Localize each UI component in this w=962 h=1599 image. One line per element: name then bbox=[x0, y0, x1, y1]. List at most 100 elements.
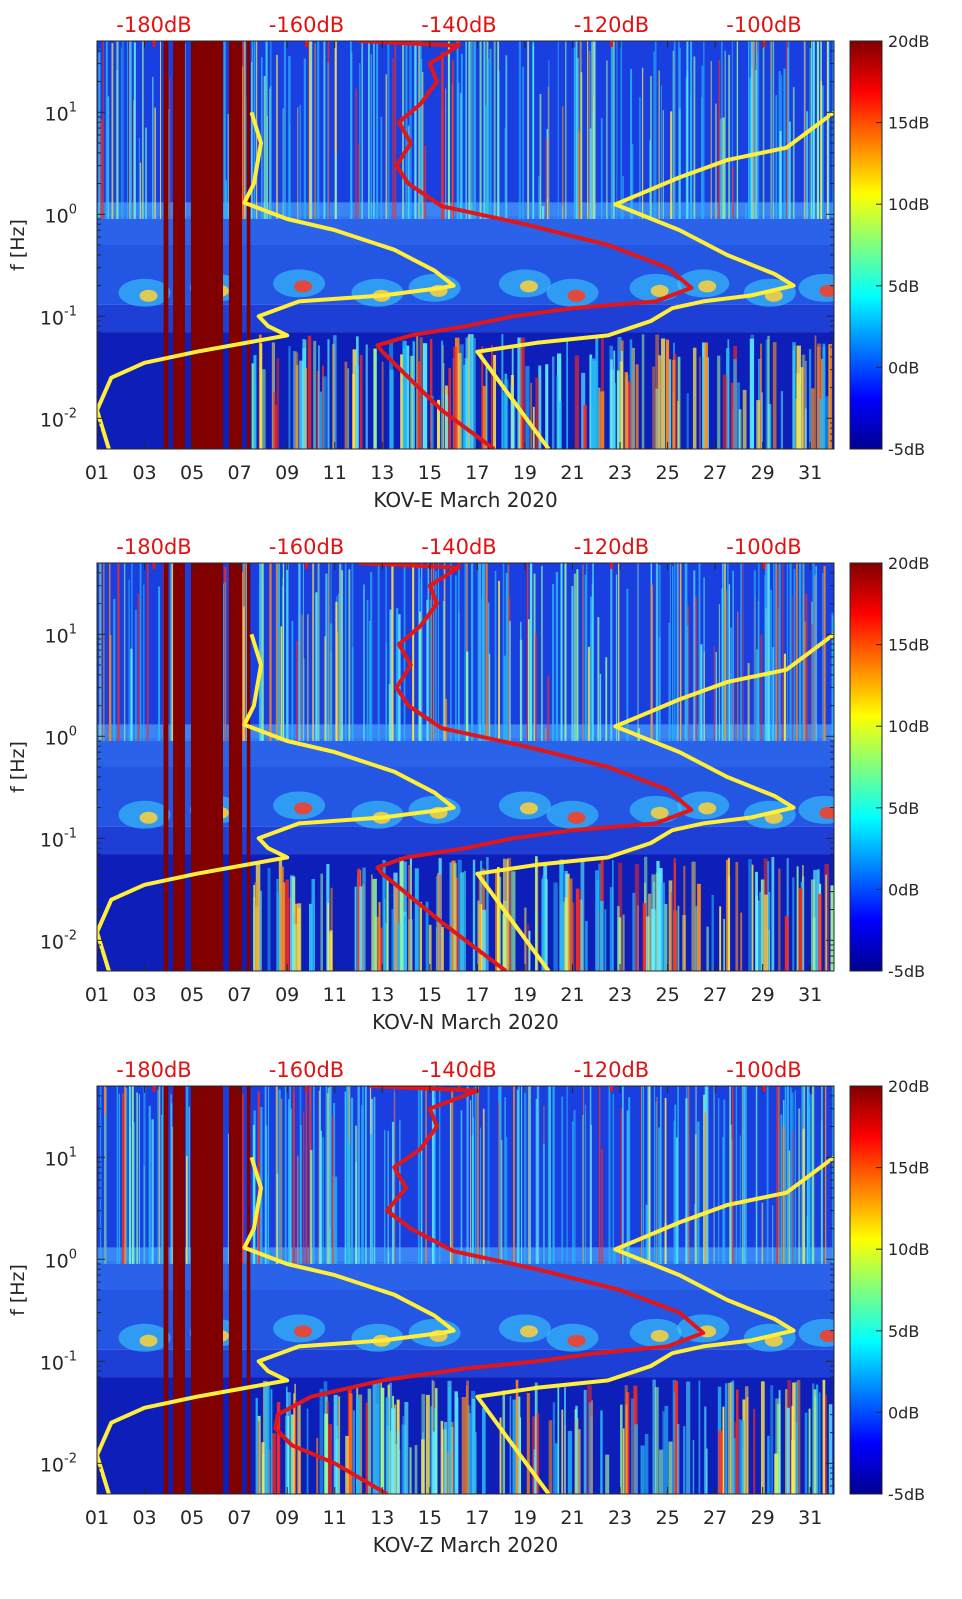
noise-streak bbox=[536, 1086, 540, 1264]
noise-streak bbox=[519, 639, 523, 741]
noise-streak bbox=[541, 565, 543, 741]
noise-streak bbox=[290, 1108, 292, 1264]
noise-streak bbox=[739, 1135, 742, 1264]
lowfreq-column bbox=[753, 1408, 756, 1494]
noise-streak bbox=[432, 563, 435, 741]
colorbar-label: 20dB bbox=[888, 32, 930, 51]
lowfreq-column bbox=[599, 900, 604, 971]
noise-streak bbox=[793, 568, 796, 741]
lowfreq-column bbox=[816, 1384, 819, 1494]
noise-streak bbox=[770, 41, 773, 219]
lowfreq-column bbox=[802, 865, 804, 971]
noise-streak bbox=[105, 41, 108, 219]
noise-streak bbox=[641, 67, 644, 219]
lowfreq-column bbox=[686, 393, 689, 449]
noise-streak bbox=[539, 93, 542, 219]
x-tick-label: 21 bbox=[560, 1507, 584, 1529]
noise-streak bbox=[756, 649, 759, 741]
noise-streak bbox=[485, 563, 488, 741]
saturated-column bbox=[173, 41, 185, 449]
x-tick-label: 19 bbox=[513, 1507, 537, 1529]
noise-streak bbox=[158, 586, 161, 741]
lowfreq-column bbox=[468, 334, 470, 449]
lowfreq-column bbox=[567, 1430, 573, 1494]
lowfreq-column bbox=[448, 367, 452, 449]
noise-streak bbox=[282, 108, 284, 219]
yellow-curve-left bbox=[97, 111, 456, 449]
x-tick-label: 31 bbox=[798, 1507, 822, 1529]
top-db-label: -120dB bbox=[574, 1058, 649, 1082]
noise-streak bbox=[791, 595, 793, 741]
lowfreq-column bbox=[559, 401, 562, 449]
noise-streak bbox=[421, 72, 424, 219]
noise-streak bbox=[305, 1086, 308, 1264]
noise-streak bbox=[355, 1125, 358, 1264]
lowfreq-column bbox=[585, 920, 588, 971]
lowfreq-column bbox=[760, 343, 762, 449]
noise-streak bbox=[457, 1251, 460, 1264]
lowfreq-column bbox=[725, 348, 730, 449]
lowfreq-column bbox=[271, 1433, 277, 1494]
noise-streak bbox=[598, 1086, 601, 1264]
noise-streak bbox=[302, 563, 304, 741]
noise-streak bbox=[317, 41, 320, 219]
noise-streak bbox=[104, 1114, 106, 1264]
noise-streak bbox=[482, 1108, 485, 1264]
lowfreq-column bbox=[767, 1435, 770, 1494]
noise-streak bbox=[439, 1086, 441, 1264]
microseism-core bbox=[519, 802, 538, 815]
lowfreq-column bbox=[428, 924, 432, 971]
noise-streak bbox=[658, 564, 661, 741]
x-tick-label: 19 bbox=[513, 462, 537, 484]
noise-streak bbox=[728, 584, 730, 741]
microseism-core bbox=[139, 811, 158, 824]
lowfreq-column bbox=[624, 1385, 628, 1494]
noise-streak bbox=[348, 1142, 350, 1264]
lowfreq-column bbox=[598, 863, 602, 971]
lowfreq-column bbox=[359, 886, 363, 971]
noise-streak bbox=[527, 41, 529, 219]
lowfreq-column bbox=[349, 1393, 353, 1494]
lowfreq-column bbox=[581, 372, 586, 449]
lowfreq-column bbox=[389, 1382, 392, 1494]
noise-streak bbox=[111, 43, 114, 219]
lowfreq-column bbox=[389, 369, 394, 449]
lowfreq-column bbox=[663, 903, 668, 971]
microseism-core bbox=[819, 1329, 834, 1342]
lowfreq-column bbox=[358, 1394, 363, 1494]
noise-streak bbox=[287, 1099, 291, 1264]
noise-streak bbox=[431, 1086, 435, 1264]
lowfreq-column bbox=[362, 867, 366, 971]
noise-streak bbox=[158, 1086, 161, 1264]
noise-streak bbox=[789, 563, 792, 741]
noise-streak bbox=[498, 1086, 501, 1264]
lowfreq-column bbox=[444, 1429, 447, 1494]
top-db-label: -100dB bbox=[726, 13, 801, 37]
lowfreq-column bbox=[435, 876, 438, 971]
yellow-curve-left bbox=[97, 1156, 456, 1494]
saturated-column bbox=[228, 41, 243, 449]
noise-streak bbox=[122, 41, 124, 219]
panel-kov-z: 01 03 05 07 09 11 13 15 17 19 21 23 25 27 29 31 10-2 10-1… bbox=[7, 1058, 930, 1557]
noise-streak bbox=[419, 96, 421, 219]
noise-streak bbox=[497, 70, 500, 219]
lowfreq-column bbox=[503, 858, 507, 971]
noise-streak bbox=[592, 563, 594, 741]
lowfreq-column bbox=[682, 915, 686, 971]
noise-streak bbox=[505, 1136, 508, 1264]
noise-streak bbox=[334, 41, 337, 219]
noise-streak bbox=[599, 673, 602, 741]
lowfreq-column bbox=[421, 1439, 425, 1494]
lowfreq-column bbox=[333, 1394, 338, 1494]
noise-streak bbox=[100, 119, 103, 219]
noise-streak bbox=[694, 1134, 697, 1264]
lowfreq-column bbox=[545, 879, 548, 971]
lowfreq-column bbox=[757, 900, 760, 971]
noise-streak bbox=[764, 574, 767, 741]
lowfreq-column bbox=[552, 1402, 556, 1494]
noise-streak bbox=[773, 41, 775, 219]
lowfreq-column bbox=[429, 338, 433, 449]
noise-streak bbox=[291, 620, 294, 741]
noise-streak bbox=[592, 41, 595, 219]
top-db-label: -140dB bbox=[421, 535, 496, 559]
